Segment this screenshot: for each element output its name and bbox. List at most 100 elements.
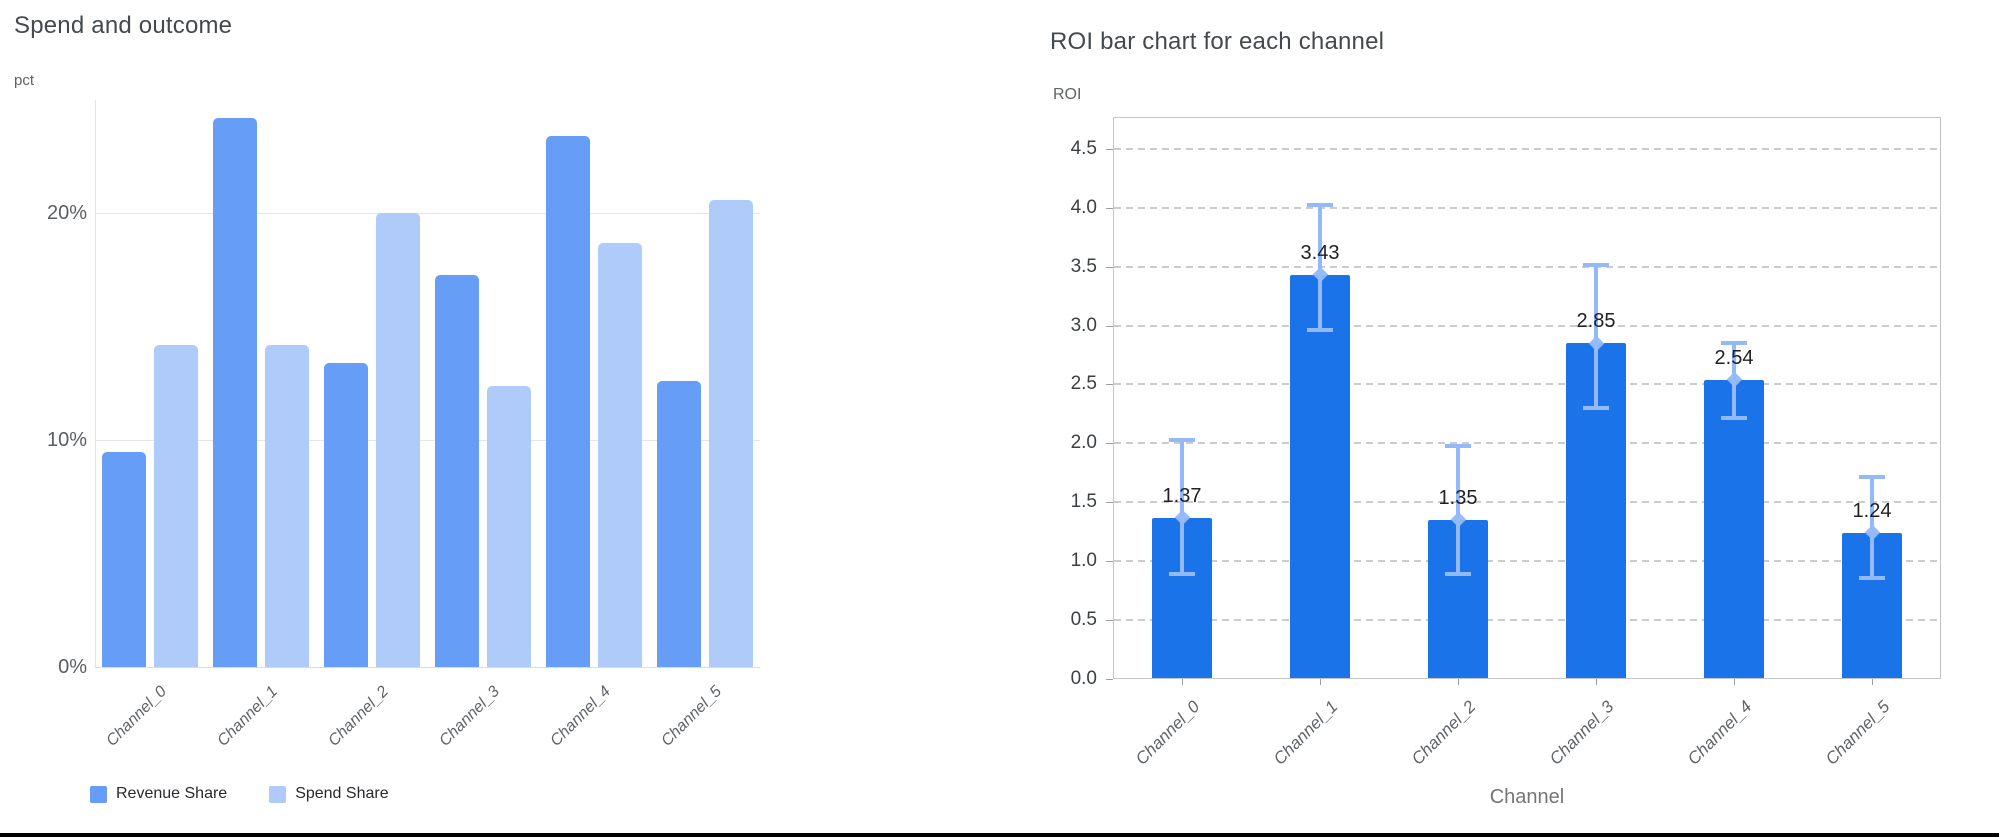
y-tick-label: 1.5 [1070,491,1097,513]
gridline-20% [95,213,760,215]
y-tick-label: 10% [46,429,87,452]
gridline-2.0 [1114,442,1940,445]
bar-spend-share-channel_0[interactable] [154,344,199,667]
bar-value-label: 1.24 [1852,499,1892,522]
spend-outcome-legend: Revenue Share Spend Share [90,785,389,803]
y-tick-mark [1106,207,1113,209]
y-tick-mark [1106,620,1113,622]
gridline-1.0 [1114,560,1940,563]
x-label-channel_1: Channel_1 [1269,697,1342,769]
y-tick-mark [1106,679,1113,680]
error-bar-cap-bottom [1445,572,1471,577]
y-tick-mark [1106,148,1113,150]
x-tick-mark [1734,679,1735,685]
error-bar-cap-top [1169,437,1195,442]
bar-revenue-share-channel_3[interactable] [434,274,479,667]
x-label-channel_0: Channel_0 [103,683,171,750]
spend-outcome-y-axis-unit: pct [14,72,35,89]
x-tick-mark [1320,679,1321,685]
error-bar-cap-top [1445,443,1471,448]
bar-spend-share-channel_2[interactable] [376,213,421,667]
legend-swatch [269,785,287,803]
legend-swatch [90,785,107,803]
x-tick-mark [1182,679,1183,685]
x-tick-mark [1596,679,1597,685]
roi-y-axis-unit: ROI [1053,86,1082,103]
x-label-channel_2: Channel_2 [325,683,393,750]
bottom-divider [0,833,1999,837]
x-label-channel_4: Channel_4 [1683,697,1756,769]
gridline-2.5 [1114,383,1940,386]
x-label-channel_1: Channel_1 [214,683,282,750]
bar-value-label: 1.35 [1438,486,1478,509]
spend-outcome-chart-title: Spend and outcome [14,12,233,39]
x-label-channel_4: Channel_4 [547,683,614,750]
bar-spend-share-channel_3[interactable] [486,385,531,667]
bar-roi-channel_4[interactable] [1704,379,1764,678]
error-bar-cap-top [1859,475,1885,480]
bar-revenue-share-channel_0[interactable] [102,451,147,667]
bar-revenue-share-channel_2[interactable] [324,363,369,667]
x-label-channel_0: Channel_0 [1131,697,1204,769]
plot-border [1113,117,1941,679]
bar-revenue-share-channel_5[interactable] [656,381,701,667]
legend-label: Spend Share [295,785,389,802]
gridline-3.0 [1114,324,1940,327]
bar-spend-share-channel_1[interactable] [265,344,310,667]
roi-chart-title: ROI bar chart for each channel [1050,28,1385,55]
error-bar-cap-top [1721,341,1747,346]
x-tick-mark [1872,679,1873,685]
bar-roi-channel_1[interactable] [1290,274,1350,678]
error-bar-cap-top [1307,203,1333,208]
bar-value-label: 3.43 [1300,241,1340,264]
y-tick-mark [1106,502,1113,504]
y-tick-label: 2.0 [1070,432,1097,454]
gridline-4.0 [1114,206,1940,209]
gridline-0.5 [1114,619,1940,622]
roi-x-axis-title: Channel [1489,786,1565,808]
y-tick-label: 0.0 [1070,668,1097,689]
y-tick-label: 4.5 [1070,137,1097,159]
gridline-4.5 [1114,147,1940,150]
bar-value-label: 2.85 [1576,310,1616,333]
x-label-channel_3: Channel_3 [436,683,503,750]
error-bar-cap-bottom [1307,328,1333,333]
bar-revenue-share-channel_4[interactable] [545,136,590,667]
y-tick-label: 0% [58,656,87,678]
error-bar-cap-bottom [1721,415,1747,420]
y-tick-mark [1106,384,1113,386]
gridline-3.5 [1114,265,1940,268]
y-tick-label: 3.0 [1070,314,1097,336]
bar-value-label: 2.54 [1714,346,1754,369]
x-label-channel_5: Channel_5 [657,683,725,750]
y-axis-line [95,100,96,667]
error-bar-cap-top [1583,263,1609,268]
legend-item-revenue-share[interactable]: Revenue Share [90,785,227,803]
error-bar-cap-bottom [1169,572,1195,577]
y-tick-mark [1106,561,1113,563]
y-tick-label: 3.5 [1070,255,1097,277]
bar-revenue-share-channel_1[interactable] [213,118,258,667]
y-tick-mark [1106,325,1113,327]
bar-value-label: 1.37 [1162,484,1202,507]
y-tick-label: 4.0 [1070,196,1097,218]
error-bar-cap-bottom [1859,575,1885,580]
error-bar-line [1180,438,1184,576]
y-tick-label: 2.5 [1070,373,1097,395]
y-tick-label: 1.0 [1070,550,1097,572]
error-bar-cap-bottom [1583,406,1609,411]
x-label-channel_5: Channel_5 [1821,697,1894,769]
gridline-0% [95,667,760,668]
legend-item-spend-share[interactable]: Spend Share [269,785,389,803]
gridline-1.5 [1114,501,1940,504]
y-tick-label: 20% [46,202,87,225]
gridline-10% [95,440,760,442]
bar-spend-share-channel_5[interactable] [708,199,753,667]
legend-label: Revenue Share [116,785,228,802]
error-bar-line [1456,444,1460,576]
bar-spend-share-channel_4[interactable] [597,242,642,667]
y-tick-mark [1106,266,1113,268]
x-tick-mark [1458,679,1459,685]
y-tick-label: 0.5 [1070,609,1097,631]
